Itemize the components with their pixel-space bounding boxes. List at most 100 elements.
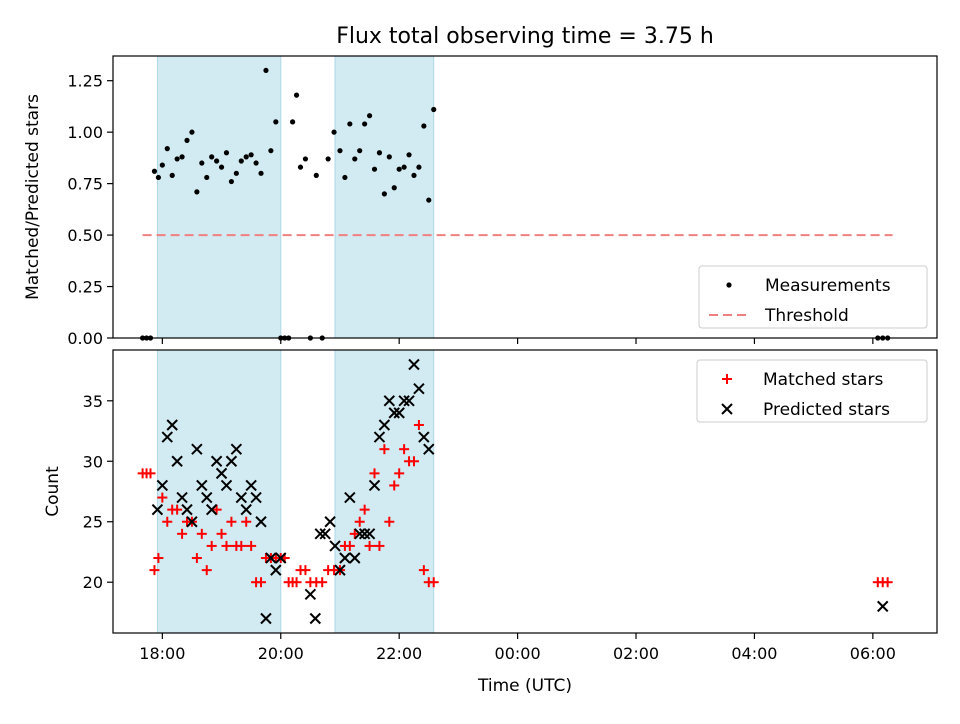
data-point: [339, 552, 351, 564]
data-point: [379, 444, 390, 455]
data-point: [398, 395, 410, 407]
data-point: [243, 154, 249, 160]
x-tick-label: 06:00: [850, 644, 896, 663]
data-point: [171, 455, 183, 467]
data-point: [396, 166, 402, 172]
data-point: [378, 419, 391, 431]
data-point: [209, 154, 215, 160]
marker-stroke: [196, 479, 208, 492]
marker-stroke: [176, 491, 188, 504]
marker-stroke: [373, 431, 386, 443]
data-point: [263, 67, 269, 74]
legend-marker: [721, 403, 733, 415]
data-point: [349, 552, 361, 564]
data-point: [184, 137, 190, 143]
y-tick-label: 1.25: [67, 72, 103, 91]
x-axis-label: Time (UTC): [477, 676, 572, 696]
series-measurements: [140, 67, 891, 341]
marker-stroke: [329, 540, 341, 552]
data-point: [151, 168, 158, 174]
data-point: [235, 491, 247, 504]
marker-stroke: [210, 455, 223, 467]
x-tick-label: 02:00: [613, 644, 659, 663]
marker-stroke: [166, 419, 178, 431]
data-point: [418, 565, 429, 576]
data-point: [220, 479, 233, 492]
data-point: [218, 164, 225, 170]
marker-stroke: [186, 516, 198, 528]
data-point: [358, 528, 371, 540]
data-point: [304, 588, 317, 601]
marker-stroke: [309, 612, 322, 625]
data-point: [240, 503, 252, 516]
marker-stroke: [275, 552, 287, 564]
data-point: [384, 516, 395, 527]
marker-stroke: [304, 588, 317, 601]
marker-stroke: [314, 528, 326, 540]
marker-stroke: [368, 479, 381, 492]
data-point: [162, 516, 173, 527]
data-point: [362, 121, 368, 127]
y-tick-label: 35: [83, 392, 103, 411]
marker-stroke: [877, 600, 889, 613]
x-tick-label: 00:00: [495, 644, 541, 663]
y-tick-label: 20: [83, 573, 103, 592]
data-point: [381, 191, 387, 197]
marker-stroke: [260, 612, 272, 625]
marker-stroke: [240, 503, 252, 516]
data-point: [176, 491, 188, 504]
y-tick-label: 30: [83, 452, 103, 471]
data-point: [275, 552, 287, 564]
data-point: [334, 564, 346, 576]
marker-stroke: [353, 528, 366, 540]
shaded-interval: [156, 349, 282, 634]
data-point: [161, 431, 173, 443]
data-point: [325, 156, 331, 162]
data-point: [297, 164, 304, 170]
marker-stroke: [151, 503, 164, 516]
data-point: [344, 491, 356, 504]
data-point: [406, 152, 412, 158]
data-point: [196, 479, 208, 492]
data-point: [291, 577, 302, 588]
data-point: [313, 172, 319, 178]
data-point: [169, 172, 175, 178]
data-point: [347, 121, 353, 127]
data-point: [248, 152, 254, 158]
data-point: [151, 503, 164, 516]
legend-box: [696, 359, 928, 423]
marker-stroke: [171, 455, 183, 467]
marker-stroke: [245, 479, 257, 492]
data-point: [228, 178, 235, 185]
data-point: [413, 382, 425, 395]
marker-stroke: [339, 552, 351, 564]
data-point: [253, 160, 259, 166]
data-point: [302, 156, 309, 162]
data-point: [337, 148, 343, 154]
data-point: [353, 528, 366, 540]
axes-frame: [112, 55, 938, 339]
data-point: [329, 540, 341, 552]
data-point: [199, 160, 205, 166]
data-point: [268, 148, 274, 154]
data-point: [293, 92, 300, 98]
data-point: [300, 565, 311, 576]
data-point: [221, 540, 232, 551]
marker-stroke: [181, 503, 193, 516]
y-axis-label: Count: [43, 466, 63, 517]
data-point: [413, 419, 424, 430]
marker-stroke: [324, 516, 336, 528]
data-point: [368, 479, 381, 492]
data-point: [273, 119, 279, 125]
legend-label: Matched stars: [763, 370, 883, 390]
data-point: [373, 431, 386, 443]
marker-stroke: [358, 528, 371, 540]
data-point: [401, 164, 407, 170]
data-point: [314, 528, 326, 540]
data-point: [319, 528, 331, 540]
data-point: [374, 540, 385, 551]
marker-stroke: [220, 479, 233, 492]
data-point: [421, 123, 427, 129]
data-point: [236, 540, 247, 551]
marker-stroke: [225, 455, 238, 467]
